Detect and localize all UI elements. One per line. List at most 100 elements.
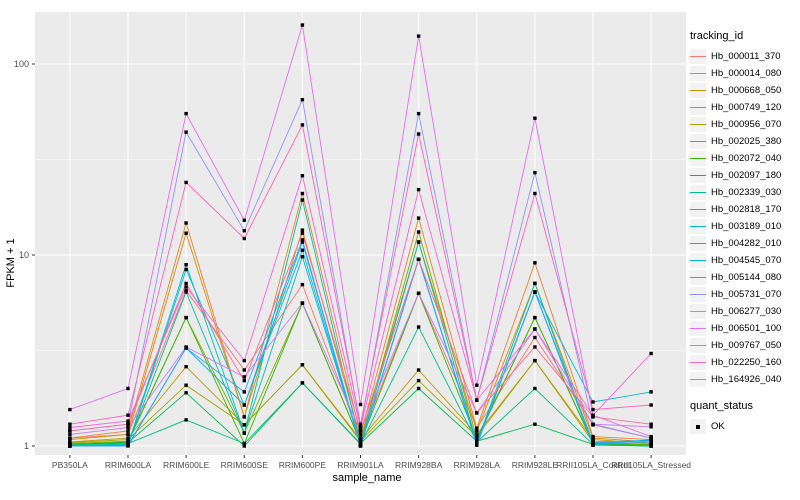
- data-point: [300, 98, 305, 102]
- x-tick-label: RRII105LA_Control: [556, 460, 630, 470]
- legend-item: Hb_164926_040: [690, 371, 798, 388]
- x-tick-label: RRIM928LA: [454, 460, 501, 470]
- legend-key: [690, 236, 706, 251]
- legend-item-label: Hb_002025_380: [711, 136, 782, 147]
- legend-item: Hb_004545_070: [690, 252, 798, 269]
- legend-item-label: Hb_006277_030: [711, 306, 782, 317]
- data-point: [184, 111, 188, 116]
- axis-layer: 1 10 100 PB350LA RRIM600LA RRIM600LE RRIM600SE…: [14, 59, 691, 470]
- data-point: [242, 229, 246, 233]
- data-point: [358, 444, 363, 448]
- legend-key-line-icon: [690, 191, 706, 193]
- legend-key-line-icon: [690, 140, 706, 142]
- data-point: [184, 315, 188, 320]
- legend-item: Hb_002025_380: [690, 133, 798, 150]
- data-point: [242, 390, 246, 394]
- series-layer: [68, 23, 653, 448]
- quant-status-entry: OK: [690, 418, 798, 435]
- legend-key: [690, 219, 706, 234]
- legend-key-line-icon: [690, 259, 706, 261]
- legend-item-label: Hb_000956_070: [711, 119, 782, 130]
- data-point: [242, 423, 246, 427]
- data-point: [475, 398, 479, 402]
- legend-key-line-icon: [690, 225, 706, 227]
- data-point: [126, 432, 130, 437]
- legend-item-label: Hb_000749_120: [711, 102, 782, 113]
- legend-item-label: Hb_005144_080: [711, 272, 782, 283]
- x-tick-label: RRIM901LA: [337, 460, 384, 470]
- data-point: [416, 111, 421, 116]
- x-tick-label: RRIM600PE: [279, 460, 327, 470]
- data-point: [184, 383, 188, 387]
- plot-panel: [35, 12, 686, 455]
- data-point: [184, 365, 188, 369]
- data-point: [300, 231, 305, 235]
- data-point: [475, 432, 479, 437]
- data-point: [300, 240, 305, 244]
- data-point: [300, 248, 305, 252]
- legend-item-label: Hb_002097_180: [711, 170, 782, 181]
- legend-item: Hb_009767_050: [690, 337, 798, 354]
- data-point: [533, 315, 537, 320]
- legend-key-line-icon: [690, 344, 706, 346]
- data-point: [184, 345, 188, 349]
- data-point: [184, 285, 188, 289]
- data-point: [649, 422, 653, 426]
- legend-item: Hb_005144_080: [690, 269, 798, 286]
- legend-key-line-icon: [690, 293, 706, 295]
- data-point: [649, 351, 653, 356]
- data-point: [242, 378, 246, 383]
- data-point: [591, 437, 595, 442]
- data-point: [533, 422, 537, 426]
- legend-key: [690, 355, 706, 370]
- data-point: [242, 415, 246, 419]
- legend-key-line-icon: [690, 89, 706, 91]
- ok-point-icon: [696, 424, 700, 429]
- data-point: [416, 34, 421, 38]
- legend-key: [690, 117, 706, 132]
- data-point: [300, 174, 305, 178]
- legend-item-label: Hb_022250_160: [711, 357, 782, 368]
- data-point: [475, 383, 479, 387]
- legend-item: Hb_022250_160: [690, 354, 798, 371]
- data-point: [591, 407, 595, 412]
- y-axis-title: FPKM + 1: [5, 238, 17, 287]
- data-point: [126, 386, 130, 391]
- x-tick-label: RRIM600LE: [163, 460, 210, 470]
- data-point: [649, 425, 653, 429]
- data-point: [300, 363, 305, 367]
- legend-item: Hb_002818_170: [690, 201, 798, 218]
- data-point: [184, 130, 188, 134]
- data-point: [533, 327, 537, 331]
- data-point: [184, 267, 188, 272]
- legend-key: [690, 168, 706, 183]
- data-point: [68, 444, 72, 448]
- data-point: [475, 426, 479, 430]
- data-point: [184, 263, 188, 267]
- data-point: [68, 432, 72, 437]
- legend-key: [690, 338, 706, 353]
- data-point: [300, 198, 305, 202]
- legend-key: [690, 321, 706, 336]
- data-point: [416, 368, 421, 372]
- data-point: [416, 187, 421, 192]
- legend-item: Hb_002072_040: [690, 150, 798, 167]
- legend-item: Hb_000956_070: [690, 116, 798, 133]
- data-point: [533, 281, 537, 286]
- y-tick-label: 100: [14, 59, 29, 69]
- data-point: [475, 429, 479, 433]
- data-point: [591, 400, 595, 404]
- legend: tracking_id Hb_000011_370 Hb_000014_080 Hb…: [690, 30, 798, 435]
- data-point: [300, 255, 305, 259]
- data-point: [68, 437, 72, 442]
- data-point: [300, 282, 305, 287]
- data-point: [649, 434, 653, 439]
- data-point: [242, 444, 246, 448]
- legend-key-line-icon: [690, 276, 706, 278]
- data-point: [242, 236, 246, 241]
- legend-key-line-icon: [690, 72, 706, 74]
- y-tick-label: 10: [19, 250, 29, 260]
- data-point: [533, 116, 537, 120]
- data-point: [533, 358, 537, 363]
